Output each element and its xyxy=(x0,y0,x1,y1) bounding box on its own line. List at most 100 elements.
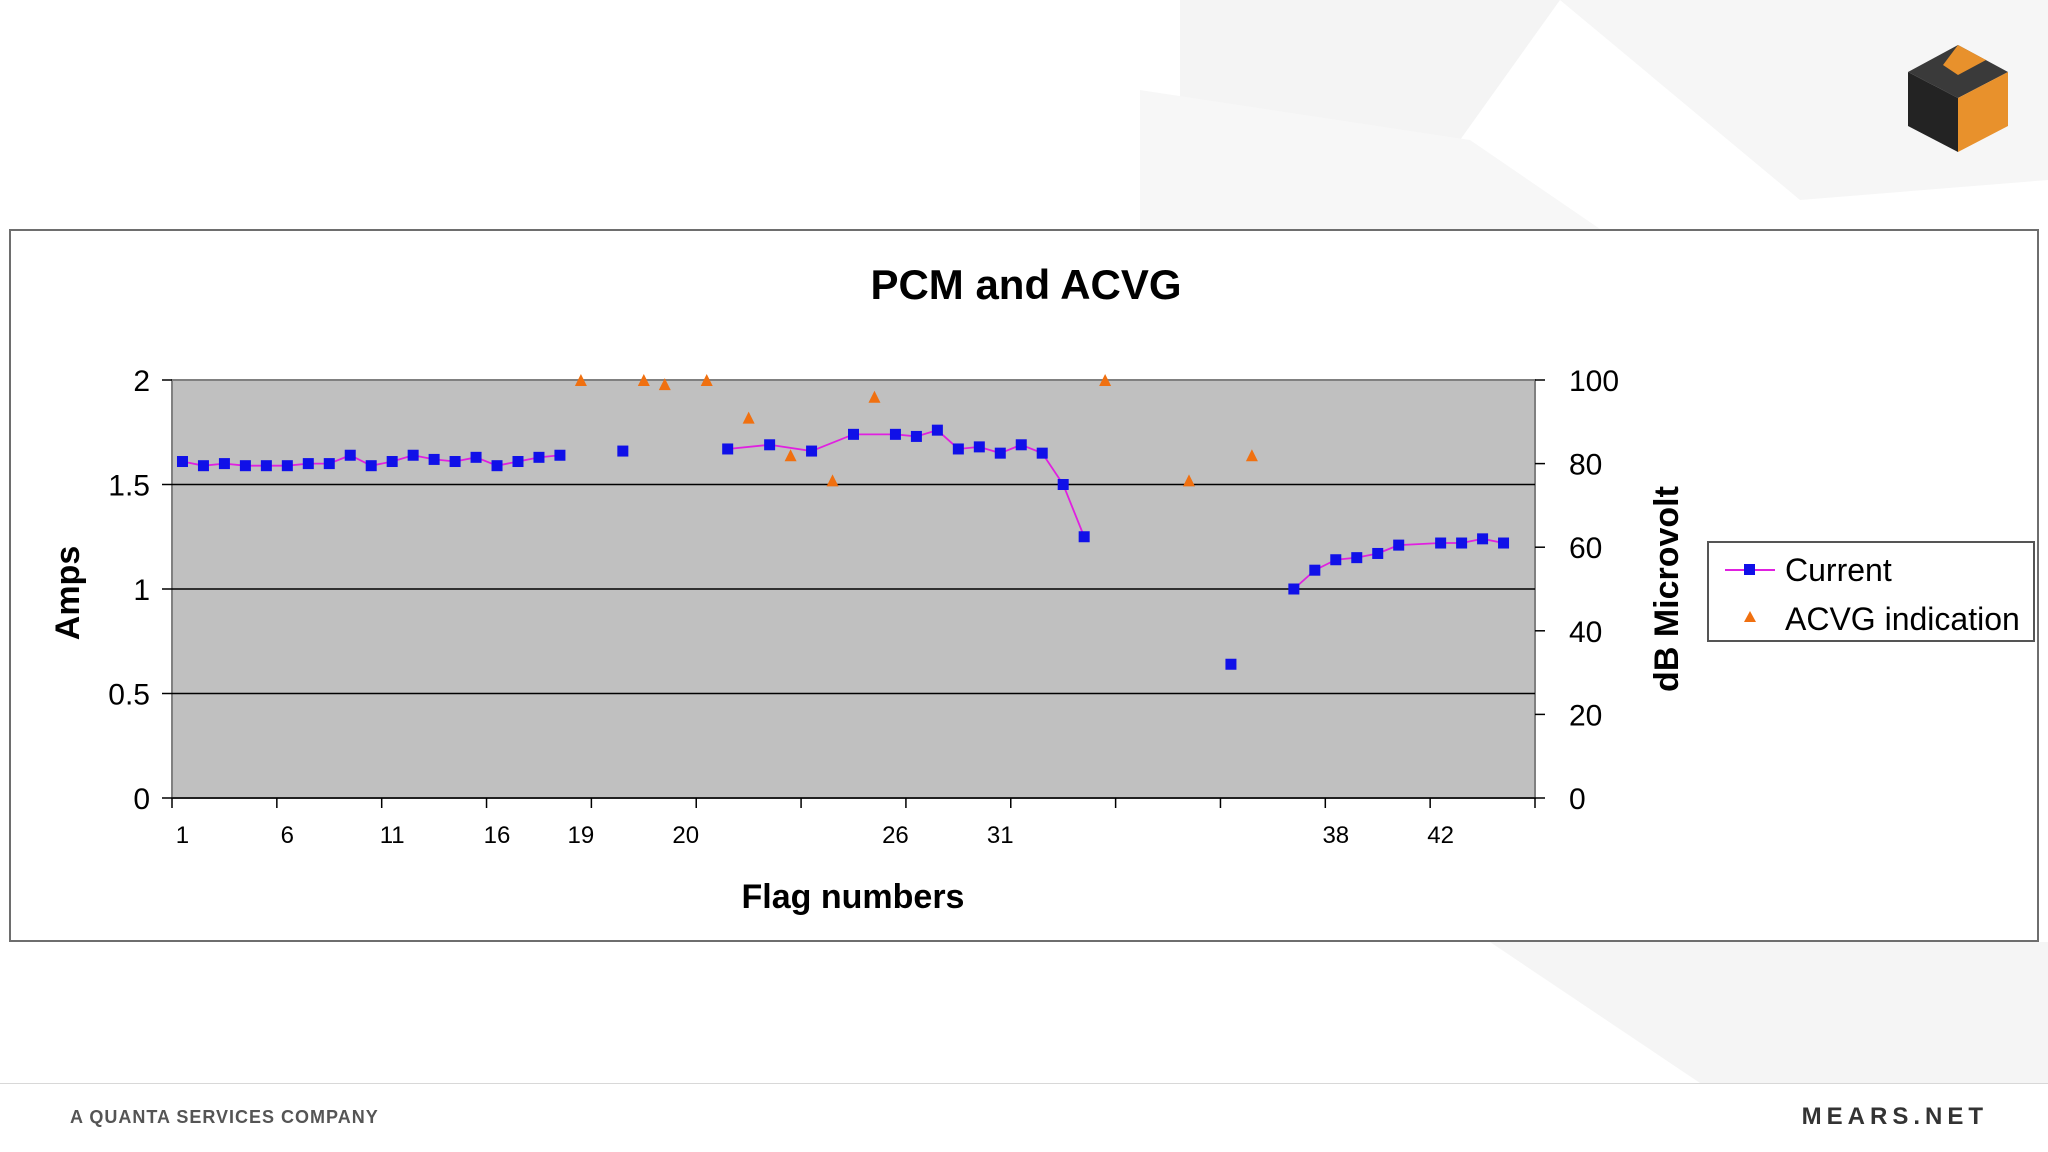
current-point xyxy=(344,449,356,461)
current-point xyxy=(1078,531,1090,543)
current-point xyxy=(952,443,964,455)
current-point xyxy=(910,430,922,442)
legend-current-label: Current xyxy=(1785,552,1892,588)
current-point xyxy=(407,449,419,461)
x-tick-label: 1 xyxy=(176,822,189,849)
legend: Current ACVG indication xyxy=(1707,541,2035,642)
y2-tick-label: 60 xyxy=(1569,532,1602,565)
current-point xyxy=(617,445,629,457)
current-point xyxy=(302,458,314,470)
acvg-point xyxy=(637,374,650,386)
gridlines xyxy=(172,483,1535,695)
legend-box xyxy=(1707,541,2035,642)
x-tick-label: 38 xyxy=(1322,822,1349,849)
current-point xyxy=(491,460,503,472)
y-tick-label: 0 xyxy=(133,783,150,816)
current-point xyxy=(323,458,335,470)
acvg-point xyxy=(742,411,755,424)
current-point xyxy=(889,428,901,440)
y2-tick-label: 80 xyxy=(1569,449,1602,482)
y-axis-left: 0 0.5 1 1.5 2 xyxy=(108,365,172,816)
current-point xyxy=(1498,537,1510,549)
x-tick-label: 31 xyxy=(987,822,1014,849)
current-point xyxy=(764,439,776,451)
current-point xyxy=(218,458,230,470)
x-tick-label: 42 xyxy=(1427,822,1454,849)
current-point xyxy=(239,460,251,472)
y-axis-right-title: dB Microvolt xyxy=(1648,486,1686,692)
current-point xyxy=(449,456,461,468)
y-tick-label: 0.5 xyxy=(108,679,150,712)
y2-tick-label: 0 xyxy=(1569,783,1586,816)
y2-tick-label: 40 xyxy=(1569,616,1602,649)
chart-panel: PCM and ACVG 0 0.5 1 1.5 2 0 20 40 60 80 100 1 6 11… xyxy=(9,229,2039,942)
series-current-line xyxy=(1293,537,1504,590)
footer-company: A QUANTA SERVICES COMPANY xyxy=(70,1107,379,1127)
cube-logo-icon xyxy=(1908,45,2008,152)
current-point xyxy=(281,460,293,472)
y2-tick-label: 20 xyxy=(1569,699,1602,732)
acvg-point xyxy=(868,390,881,403)
y2-tick-label: 100 xyxy=(1569,365,1619,398)
current-point xyxy=(1036,447,1048,459)
acvg-point xyxy=(700,374,713,386)
current-point xyxy=(386,456,398,468)
x-tick-label: 20 xyxy=(672,822,699,849)
current-point xyxy=(1477,533,1489,545)
current-point xyxy=(1057,479,1069,490)
legend-acvg-label: ACVG indication xyxy=(1785,601,2020,637)
current-point xyxy=(470,451,482,463)
current-point xyxy=(1456,537,1468,549)
x-tick-label: 26 xyxy=(882,822,909,849)
current-point xyxy=(365,460,377,472)
current-point xyxy=(197,460,209,472)
y-axis-right: 0 20 40 60 80 100 xyxy=(1535,365,1619,816)
current-point xyxy=(1435,537,1447,549)
series-acvg xyxy=(574,374,1258,487)
acvg-point xyxy=(1245,449,1258,462)
acvg-point xyxy=(574,374,587,386)
current-point xyxy=(1309,564,1321,576)
chart-title: PCM and ACVG xyxy=(870,261,1181,308)
acvg-point xyxy=(658,378,671,391)
y-tick-label: 2 xyxy=(133,365,150,398)
footer-site-link[interactable]: MEARS.NET xyxy=(1801,1103,1988,1130)
current-point xyxy=(1330,554,1342,566)
current-point xyxy=(973,441,985,453)
current-point xyxy=(512,456,524,468)
x-tick-label: 19 xyxy=(568,822,595,849)
current-point xyxy=(806,445,818,457)
x-tick-label: 16 xyxy=(484,822,511,849)
y-axis-left-title: Amps xyxy=(49,546,87,640)
footer-divider xyxy=(0,1083,2048,1084)
acvg-point xyxy=(826,474,839,487)
current-point xyxy=(428,453,440,465)
current-point xyxy=(1225,658,1237,670)
current-point xyxy=(931,424,943,436)
x-axis-title: Flag numbers xyxy=(742,878,965,916)
current-point xyxy=(1015,439,1027,451)
current-point xyxy=(994,447,1006,459)
current-point xyxy=(848,428,859,440)
series-current xyxy=(176,424,1510,670)
current-point xyxy=(260,460,272,472)
current-point xyxy=(1372,547,1384,559)
y-tick-label: 1 xyxy=(133,574,150,607)
x-tick-label: 6 xyxy=(281,822,294,849)
x-axis: 1 6 11 16 19 20 26 31 38 42 xyxy=(171,797,1536,849)
legend-current-marker xyxy=(1744,564,1755,575)
current-point xyxy=(1351,552,1363,564)
legend-acvg-marker xyxy=(1744,611,1756,622)
acvg-point xyxy=(1099,374,1112,386)
current-point xyxy=(176,456,188,468)
current-point xyxy=(533,451,545,463)
current-point xyxy=(1288,583,1300,595)
current-point xyxy=(554,449,566,461)
x-tick-label: 11 xyxy=(380,822,405,849)
y-tick-label: 1.5 xyxy=(108,470,150,503)
acvg-point xyxy=(1183,474,1196,487)
current-point xyxy=(722,443,734,455)
acvg-point xyxy=(784,449,797,462)
